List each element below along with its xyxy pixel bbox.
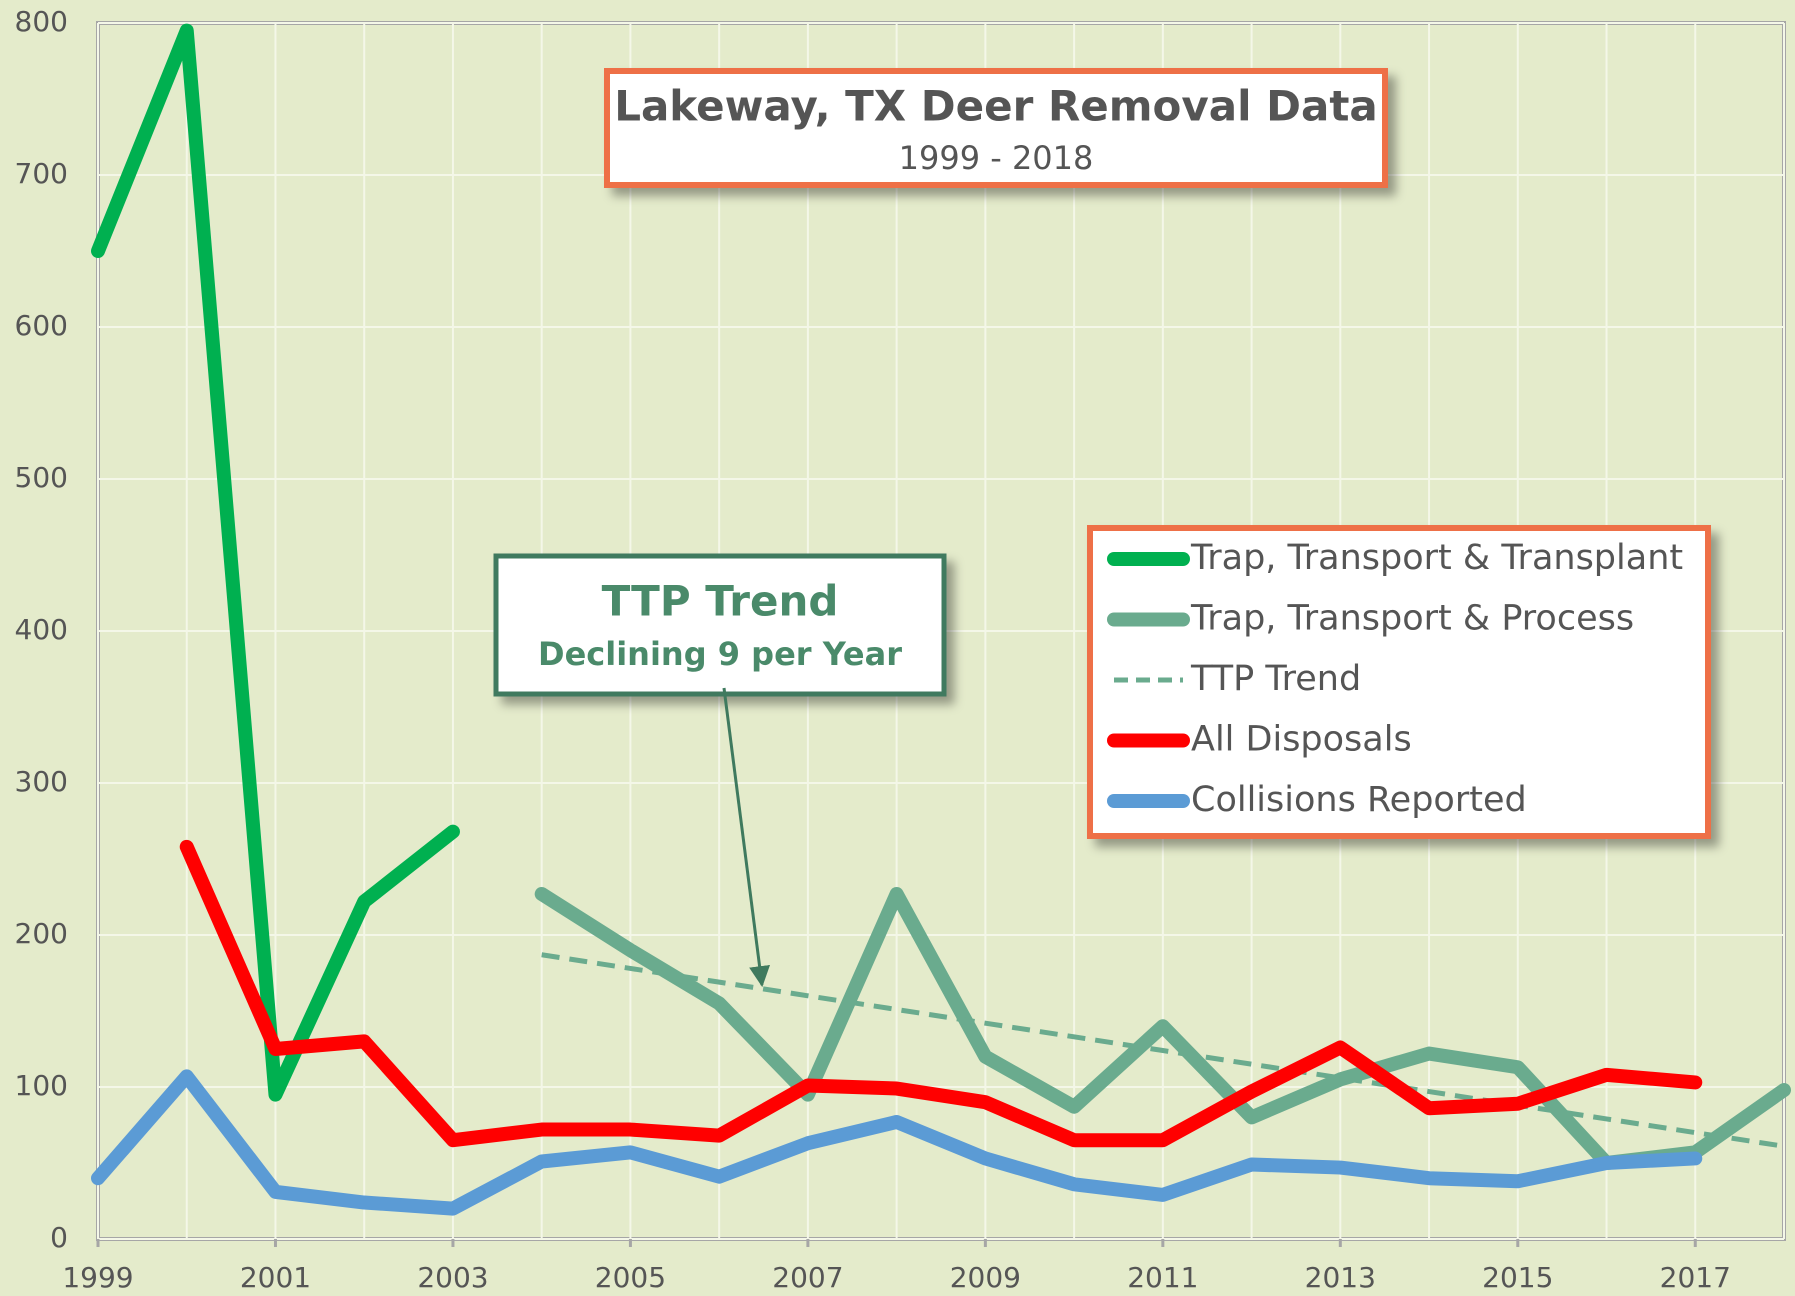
legend-label: All Disposals — [1191, 720, 1412, 760]
legend: Trap, Transport & Transplant Trap, Transp… — [1087, 525, 1711, 839]
x-tick-label: 2011 — [1127, 1261, 1198, 1294]
x-tick-label: 2003 — [417, 1261, 488, 1294]
chart-title: Lakeway, TX Deer Removal Data — [614, 82, 1378, 131]
chart-subtitle: 1999 - 2018 — [899, 139, 1094, 177]
legend-label: TTP Trend — [1190, 659, 1361, 699]
data-line — [534, 886, 1791, 1170]
title-box: Lakeway, TX Deer Removal Data 1999 - 201… — [604, 68, 1388, 188]
x-tick-label: 2013 — [1305, 1261, 1376, 1294]
x-tick-label: 2007 — [772, 1261, 843, 1294]
x-tick-label: 2009 — [950, 1261, 1021, 1294]
title-frame — [604, 68, 1388, 188]
x-tick-label: 2005 — [595, 1261, 666, 1294]
x-tick-label: 2001 — [240, 1261, 311, 1294]
x-tick-label: 2017 — [1660, 1261, 1731, 1294]
legend-label: Trap, Transport & Transplant — [1190, 538, 1683, 578]
data-line — [91, 23, 460, 1102]
data-line — [541, 952, 1785, 1149]
y-tick-label: 100 — [15, 1069, 68, 1102]
y-tick-label: 0 — [50, 1221, 68, 1254]
y-tick-label: 300 — [15, 765, 68, 798]
legend-label: Collisions Reported — [1191, 780, 1527, 820]
y-tick-label: 800 — [15, 5, 68, 38]
x-tick-label: 1999 — [62, 1261, 133, 1294]
annotation-text: Declining 9 per Year — [538, 635, 902, 673]
annotation-title: TTP Trend — [602, 577, 839, 626]
annotation: TTP Trend Declining 9 per Year — [493, 553, 947, 988]
data-line — [179, 839, 1703, 1148]
annotation-arrow — [722, 687, 771, 988]
legend-frame — [1087, 525, 1711, 839]
y-tick-label: 600 — [15, 309, 68, 342]
data-line — [91, 1069, 1703, 1216]
x-tick-label: 2015 — [1482, 1261, 1553, 1294]
y-tick-label: 200 — [15, 917, 68, 950]
y-tick-label: 400 — [15, 613, 68, 646]
y-tick-label: 700 — [15, 157, 68, 190]
annotation-box — [493, 553, 947, 697]
legend-label: Trap, Transport & Process — [1190, 599, 1634, 639]
y-tick-label: 500 — [15, 461, 68, 494]
